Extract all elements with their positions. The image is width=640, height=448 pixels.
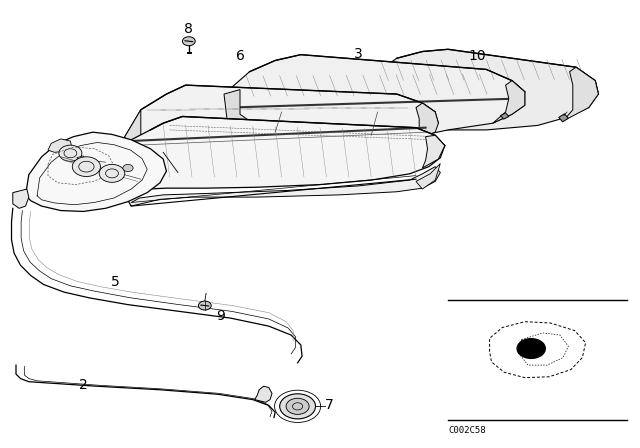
Polygon shape: [224, 55, 525, 137]
Polygon shape: [493, 81, 525, 123]
Text: 2: 2: [79, 378, 88, 392]
Circle shape: [280, 394, 316, 419]
Polygon shape: [224, 90, 253, 130]
Circle shape: [198, 301, 211, 310]
Polygon shape: [422, 135, 445, 168]
Circle shape: [59, 145, 82, 161]
Text: 1: 1: [178, 172, 187, 186]
Polygon shape: [125, 85, 438, 161]
Circle shape: [99, 164, 125, 182]
Text: 9: 9: [216, 309, 225, 323]
Polygon shape: [255, 386, 272, 402]
Text: 10: 10: [468, 49, 486, 63]
Polygon shape: [128, 116, 445, 206]
Text: C002C58: C002C58: [448, 426, 486, 435]
Polygon shape: [416, 164, 440, 189]
Circle shape: [286, 398, 309, 414]
Polygon shape: [500, 113, 509, 119]
Polygon shape: [362, 49, 598, 130]
Polygon shape: [559, 114, 568, 122]
Polygon shape: [26, 132, 166, 211]
Polygon shape: [131, 167, 440, 206]
Text: 6: 6: [236, 49, 244, 63]
Circle shape: [182, 37, 195, 46]
Polygon shape: [48, 139, 72, 152]
Polygon shape: [13, 189, 29, 208]
Text: 3: 3: [354, 47, 363, 61]
Circle shape: [72, 157, 100, 177]
Polygon shape: [125, 110, 154, 161]
Text: 8: 8: [184, 22, 193, 36]
Text: 4: 4: [53, 150, 62, 164]
Polygon shape: [563, 67, 598, 121]
Polygon shape: [77, 156, 86, 161]
Text: 5: 5: [111, 275, 120, 289]
Circle shape: [517, 339, 545, 358]
Circle shape: [123, 164, 133, 172]
Text: 7: 7: [325, 398, 334, 413]
Polygon shape: [416, 103, 438, 139]
